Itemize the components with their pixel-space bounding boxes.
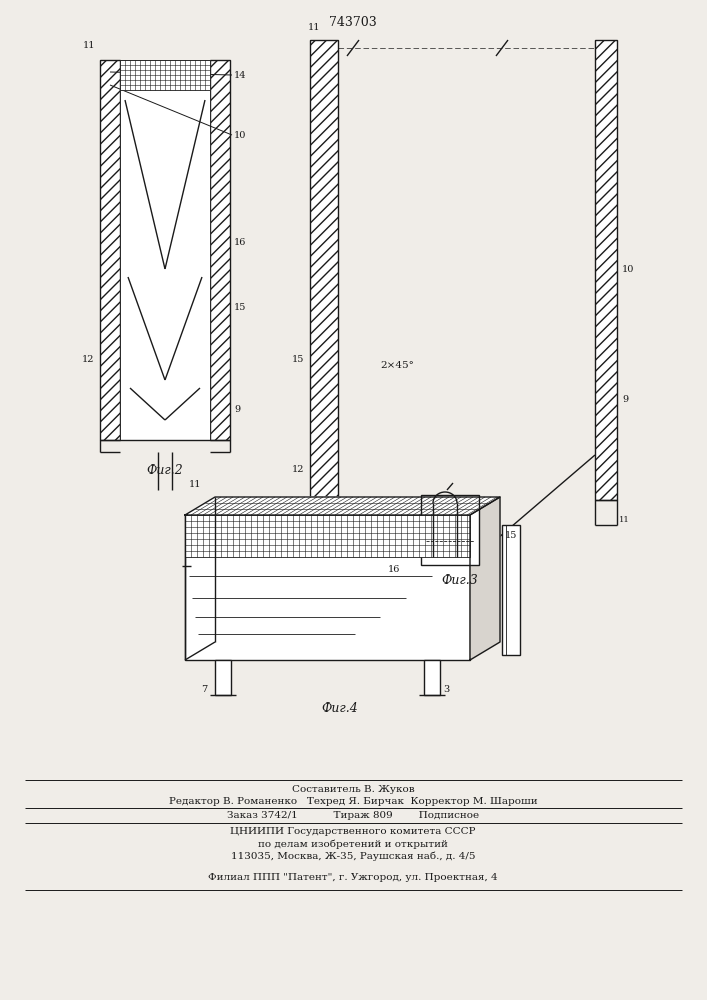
Text: 15: 15 (291, 356, 304, 364)
Text: 16: 16 (234, 238, 246, 247)
Text: 11: 11 (83, 41, 95, 50)
Text: 16: 16 (387, 566, 400, 574)
Text: 11: 11 (189, 480, 201, 489)
Text: 3: 3 (443, 686, 449, 694)
Bar (502, 525, 520, 655)
Text: 11: 11 (619, 516, 630, 524)
Text: 9: 9 (622, 395, 628, 404)
Text: Заказ 3742/1           Тираж 809        Подписное: Заказ 3742/1 Тираж 809 Подписное (227, 810, 479, 820)
Text: Фиг.2: Фиг.2 (146, 464, 183, 477)
Bar (100, 60, 120, 440)
Text: 2×45°: 2×45° (380, 360, 414, 369)
Bar (215, 660, 231, 695)
Text: по делам изобретений и открытий: по делам изобретений и открытий (258, 839, 448, 849)
Bar (310, 40, 338, 560)
Text: 9: 9 (234, 406, 240, 414)
Bar (595, 40, 617, 500)
Bar (421, 495, 479, 565)
Bar (310, 40, 338, 560)
Text: Редактор В. Романенко   Техред Я. Бирчак  Корректор М. Шароши: Редактор В. Романенко Техред Я. Бирчак К… (169, 798, 537, 806)
Text: ЦНИИПИ Государственного комитета СССР: ЦНИИПИ Государственного комитета СССР (230, 828, 476, 836)
Text: 7: 7 (201, 686, 207, 694)
Bar (120, 60, 210, 90)
Bar (424, 660, 440, 695)
Text: 10: 10 (234, 130, 246, 139)
Bar (185, 515, 470, 557)
Bar (210, 60, 230, 440)
Bar (185, 515, 470, 660)
Polygon shape (185, 497, 500, 515)
Text: 10: 10 (622, 265, 634, 274)
Text: 12: 12 (81, 356, 94, 364)
Text: 15: 15 (505, 530, 518, 540)
Text: 12: 12 (291, 466, 304, 475)
Text: 11: 11 (308, 23, 320, 32)
Bar (120, 60, 210, 440)
Text: 113035, Москва, Ж-35, Раушская наб., д. 4/5: 113035, Москва, Ж-35, Раушская наб., д. … (230, 851, 475, 861)
Text: Филиал ППП "Патент", г. Ужгород, ул. Проектная, 4: Филиал ППП "Патент", г. Ужгород, ул. Про… (208, 874, 498, 882)
Text: Фиг.4: Фиг.4 (322, 702, 358, 714)
Bar (210, 60, 230, 440)
Polygon shape (470, 497, 500, 660)
Text: 15: 15 (234, 302, 246, 312)
Text: Составитель В. Жуков: Составитель В. Жуков (292, 786, 414, 794)
Bar (100, 60, 120, 440)
Bar (595, 40, 617, 500)
Text: 743703: 743703 (329, 16, 377, 29)
Text: 14: 14 (234, 70, 247, 80)
Text: Фиг.3: Фиг.3 (442, 574, 479, 586)
